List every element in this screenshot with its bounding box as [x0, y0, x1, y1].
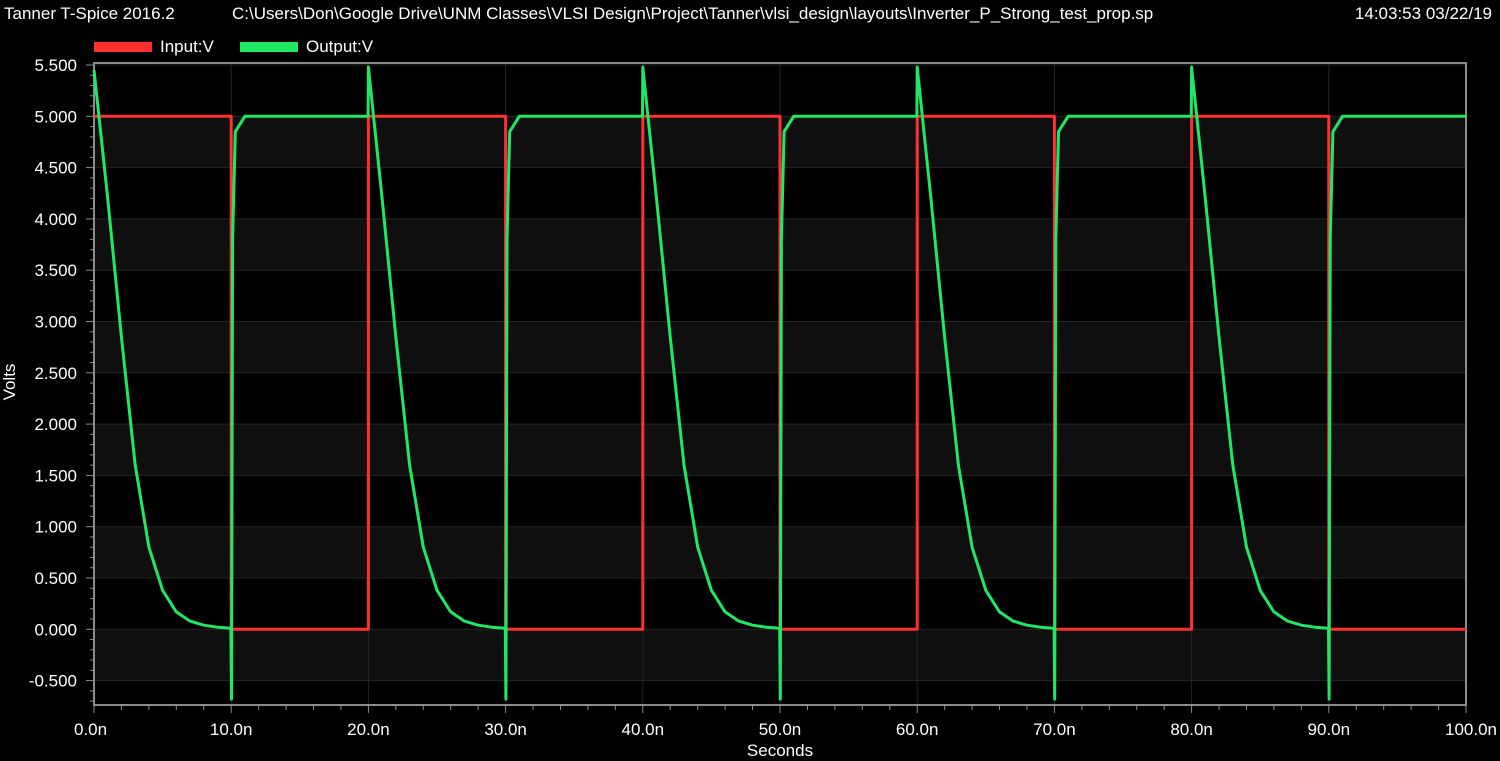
- y-tick-label: 5.000: [34, 107, 77, 126]
- y-tick-label: 3.000: [34, 313, 77, 332]
- x-tick-label: 60.0n: [896, 720, 939, 739]
- x-axis-labels: 0.0n 10.0n 20.0n 30.0n 40.0n 50.0n 60.0n 70.0n 8…: [74, 720, 1497, 739]
- y-tick-label: 0.000: [34, 620, 77, 639]
- x-axis-title: Seconds: [747, 741, 813, 760]
- legend-label-input: Input:V: [160, 37, 214, 56]
- x-tick-label: 40.0n: [622, 720, 665, 739]
- legend-item-output[interactable]: Output:V: [240, 37, 373, 57]
- legend-swatch-input: [94, 42, 152, 52]
- x-tick-label: 50.0n: [759, 720, 802, 739]
- timestamp: 14:03:53 03/22/19: [1354, 4, 1492, 23]
- y-tick-label: 1.000: [34, 518, 77, 537]
- legend-swatch-output: [240, 42, 298, 52]
- legend-item-input[interactable]: Input:V: [94, 37, 214, 57]
- y-tick-label: 0.500: [34, 569, 77, 588]
- y-tick-label: 4.000: [34, 210, 77, 229]
- minor-ticks: [86, 64, 1467, 713]
- series-line-output: [92, 65, 1466, 701]
- y-tick-label: 4.500: [34, 159, 77, 178]
- x-tick-label: 0.0n: [74, 720, 107, 739]
- x-tick-label: 10.0n: [210, 720, 253, 739]
- y-tick-label: 5.500: [34, 56, 77, 75]
- series-lines: [92, 65, 1466, 701]
- app-title: Tanner T-Spice 2016.2: [4, 4, 175, 23]
- y-tick-label: 2.500: [34, 364, 77, 383]
- x-tick-label: 100.0n: [1445, 720, 1497, 739]
- file-path: C:\Users\Don\Google Drive\UNM Classes\VL…: [232, 4, 1154, 23]
- y-tick-label: 2.000: [34, 415, 77, 434]
- x-tick-label: 90.0n: [1308, 720, 1351, 739]
- y-axis-labels: -0.500 0.000 0.500 1.000 1.500 2.000 2.500 3.00…: [29, 56, 77, 691]
- y-tick-label: 1.500: [34, 466, 77, 485]
- y-tick-label: 3.500: [34, 261, 77, 280]
- y-tick-label: -0.500: [29, 672, 77, 691]
- legend-label-output: Output:V: [306, 37, 374, 56]
- x-tick-label: 20.0n: [347, 720, 390, 739]
- x-tick-label: 80.0n: [1170, 720, 1213, 739]
- y-axis-title: Volts: [0, 364, 19, 401]
- x-tick-label: 30.0n: [484, 720, 527, 739]
- x-tick-label: 70.0n: [1033, 720, 1076, 739]
